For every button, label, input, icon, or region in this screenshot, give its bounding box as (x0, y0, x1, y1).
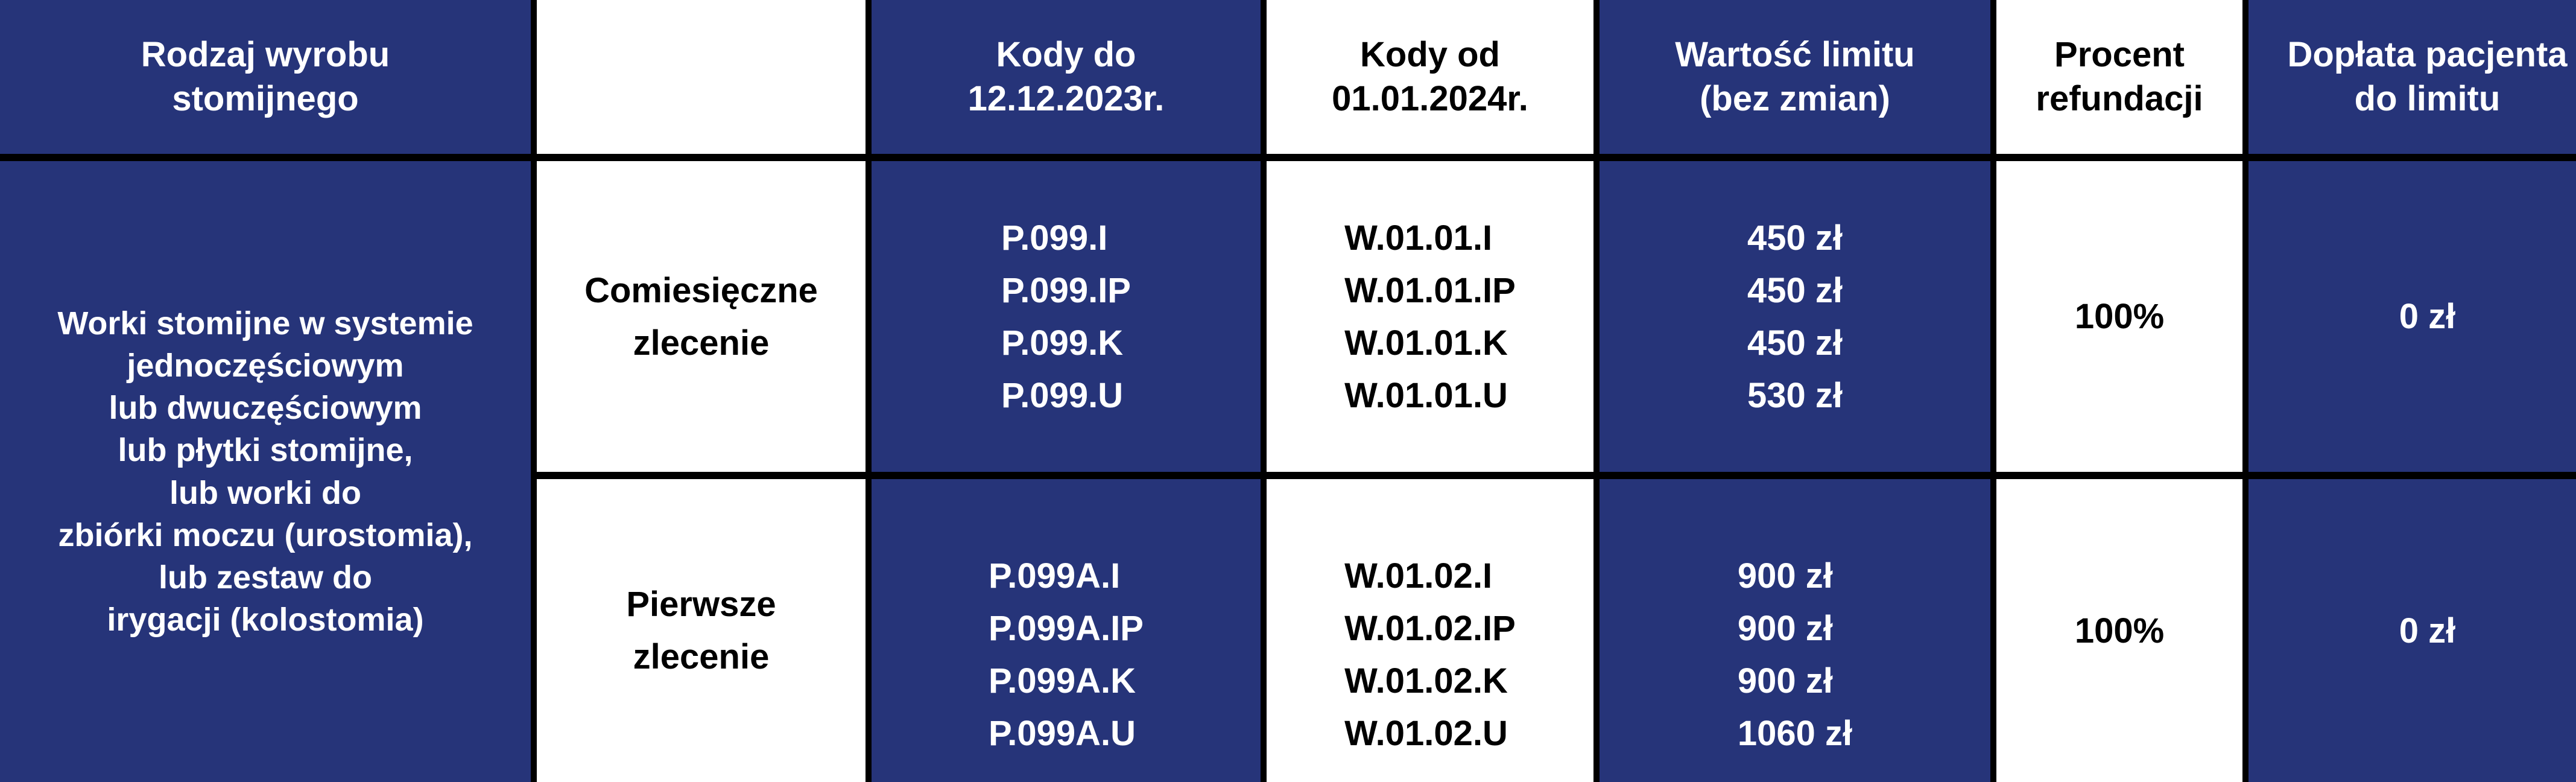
limit-values-cell: 450 zł 450 zł 450 zł 530 zł (1600, 161, 1990, 472)
header-refund-percent: Procent refundacji (1996, 0, 2242, 154)
refund-percent-cell: 100% (1996, 479, 2242, 782)
header-limit-value: Wartość limitu (bez zmian) (1600, 0, 1990, 154)
header-order-type (537, 0, 866, 154)
limit-values-cell: 900 zł 900 zł 900 zł 1060 zł (1600, 479, 1990, 782)
product-type-cell: Worki stomijne w systemie jednoczęściowy… (0, 161, 531, 782)
copay-cell: 0 zł (2248, 161, 2576, 472)
new-codes-cell: W.01.01.I W.01.01.IP W.01.01.K W.01.01.U (1267, 161, 1593, 472)
old-codes-cell: P.099A.I P.099A.IP P.099A.K P.099A.U (872, 479, 1261, 782)
header-patient-copay: Dopłata pacjenta do limitu (2248, 0, 2576, 154)
new-codes-cell: W.01.02.I W.01.02.IP W.01.02.K W.01.02.U (1267, 479, 1593, 782)
order-type-cell: Pierwsze zlecenie (537, 479, 866, 782)
order-type-cell: Comiesięczne zlecenie (537, 161, 866, 472)
header-new-codes: Kody od 01.01.2024r. (1267, 0, 1593, 154)
old-codes-cell: P.099.I P.099.IP P.099.K P.099.U (872, 161, 1261, 472)
refund-percent-cell: 100% (1996, 161, 2242, 472)
header-product-type: Rodzaj wyrobu stomijnego (0, 0, 531, 154)
header-old-codes: Kody do 12.12.2023r. (872, 0, 1261, 154)
copay-cell: 0 zł (2248, 479, 2576, 782)
